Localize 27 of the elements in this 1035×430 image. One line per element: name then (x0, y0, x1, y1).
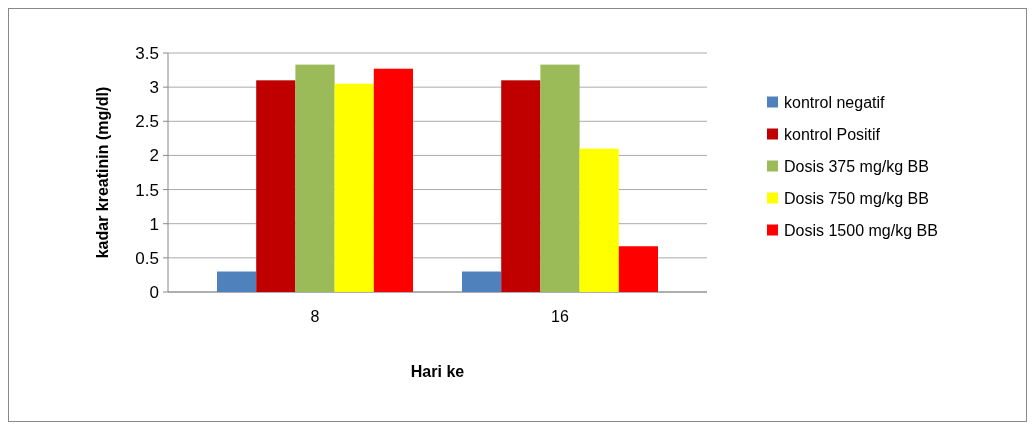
bar (217, 271, 257, 292)
x-tick-label: 16 (551, 308, 569, 325)
legend-label: kontrol Positif (784, 126, 881, 144)
bar (256, 80, 296, 292)
bar (334, 83, 374, 292)
x-tick-label: 8 (310, 308, 320, 325)
x-axis-title: Hari ke (410, 363, 465, 380)
bar (618, 246, 658, 292)
bar (462, 271, 502, 292)
legend-label: Dosis 1500 mg/kg BB (784, 222, 938, 240)
y-tick-label: 3.5 (135, 43, 159, 63)
y-tick-label: 3 (149, 78, 159, 98)
bar (295, 64, 335, 292)
y-tick-label: 0.5 (135, 248, 159, 268)
bar (579, 148, 619, 292)
y-tick-label: 2 (149, 146, 159, 166)
legend-label: Dosis 375 mg/kg BB (784, 158, 929, 176)
y-tick-label: 2.5 (135, 112, 159, 132)
bar (540, 64, 580, 292)
bar (501, 80, 541, 292)
legend-label: Dosis 750 mg/kg BB (784, 190, 929, 208)
y-tick-label: 0 (149, 282, 159, 302)
legend-label: kontrol negatif (784, 94, 886, 112)
y-axis-title: kadar kreatinin (mg/dl) (94, 86, 111, 259)
y-tick-label: 1.5 (135, 180, 159, 200)
y-tick-label: 1 (149, 214, 159, 234)
bar (373, 68, 413, 292)
